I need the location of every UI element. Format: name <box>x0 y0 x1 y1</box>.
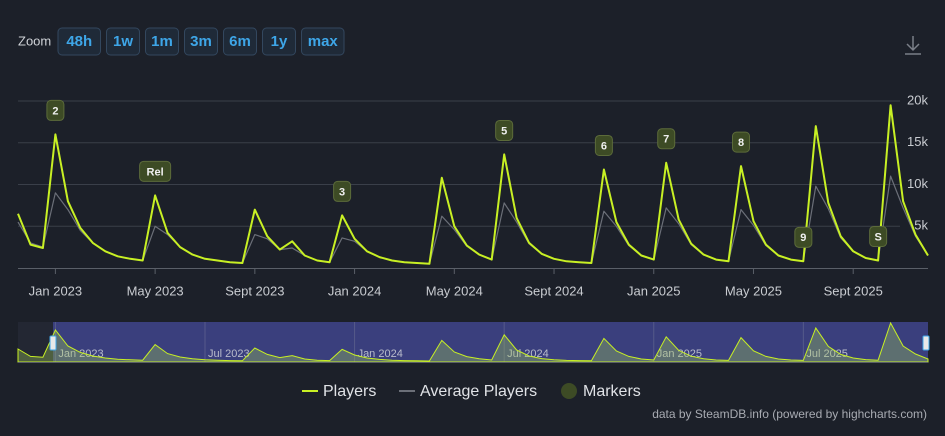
marker-box[interactable] <box>594 134 613 156</box>
legend-label[interactable]: Average Players <box>420 383 537 400</box>
marker-box[interactable] <box>333 180 352 202</box>
zoom-button-label[interactable]: 1y <box>271 33 288 50</box>
marker-label[interactable]: 9 <box>800 232 806 244</box>
marker-box[interactable] <box>46 99 65 121</box>
zoom-button-label[interactable]: max <box>308 33 339 50</box>
x-tick-label: Jan 2025 <box>627 283 681 298</box>
zoom-button[interactable] <box>301 27 345 56</box>
series-line <box>17 104 929 265</box>
marker-box[interactable] <box>794 226 813 248</box>
navigator-handle[interactable] <box>922 335 930 351</box>
y-tick-label: 5k <box>914 218 928 233</box>
zoom-button-label[interactable]: 6m <box>229 33 251 50</box>
y-tick-label: 10k <box>907 176 928 191</box>
credit[interactable]: data by SteamDB.info (powered by highcha… <box>652 407 927 421</box>
x-tick-label: Sept 2025 <box>824 283 883 298</box>
marker-box[interactable] <box>732 131 751 153</box>
marker-label[interactable]: 8 <box>738 137 744 149</box>
navigator-label: Jan 2025 <box>657 348 702 360</box>
navigator-outside <box>18 322 53 362</box>
navigator-label: Jan 2023 <box>58 348 103 360</box>
x-tick-label: Sept 2023 <box>225 283 284 298</box>
navigator-handle[interactable] <box>49 335 57 351</box>
zoom-button[interactable] <box>57 27 101 56</box>
zoom-button[interactable] <box>262 27 296 56</box>
legend-label[interactable]: Markers <box>583 383 641 400</box>
download-icon[interactable] <box>905 36 921 55</box>
marker-label[interactable]: 5 <box>501 125 507 137</box>
x-tick-label: Jan 2023 <box>29 283 83 298</box>
zoom-button[interactable] <box>106 27 140 56</box>
marker-label[interactable]: S <box>874 231 881 243</box>
zoom-button[interactable] <box>184 27 218 56</box>
zoom-button-label[interactable]: 3m <box>190 33 212 50</box>
marker-box[interactable] <box>139 160 172 182</box>
marker-label[interactable]: 2 <box>52 105 58 117</box>
navigator-label: Jul 2025 <box>806 348 848 360</box>
y-tick-label: 15k <box>907 134 928 149</box>
navigator-label: Jan 2024 <box>358 348 403 360</box>
marker-box[interactable] <box>495 119 514 141</box>
zoom-label: Zoom <box>18 33 51 48</box>
navigator-area <box>17 321 929 363</box>
zoom-button-label[interactable]: 48h <box>66 33 92 50</box>
marker-label[interactable]: Rel <box>147 166 164 178</box>
zoom-button-label[interactable]: 1m <box>151 33 173 50</box>
navigator-label: Jul 2023 <box>208 348 250 360</box>
x-tick-label: May 2023 <box>127 283 184 298</box>
y-tick-label: 20k <box>907 92 928 107</box>
legend-swatch <box>561 383 577 399</box>
zoom-button[interactable] <box>145 27 179 56</box>
marker-label[interactable]: 6 <box>601 140 607 152</box>
marker-box[interactable] <box>657 128 676 150</box>
x-tick-label: Sept 2024 <box>524 283 583 298</box>
navigator-selection <box>53 322 928 362</box>
marker-box[interactable] <box>869 225 888 247</box>
marker-label[interactable]: 3 <box>339 186 345 198</box>
x-tick-label: May 2024 <box>426 283 483 298</box>
download-glyph[interactable] <box>905 36 921 55</box>
legend-label[interactable]: Players <box>323 383 376 400</box>
x-tick-label: Jan 2024 <box>328 283 382 298</box>
x-tick-label: May 2025 <box>725 283 782 298</box>
zoom-button[interactable] <box>223 27 257 56</box>
zoom-button-label[interactable]: 1w <box>113 33 133 50</box>
marker-label[interactable]: 7 <box>663 134 669 146</box>
